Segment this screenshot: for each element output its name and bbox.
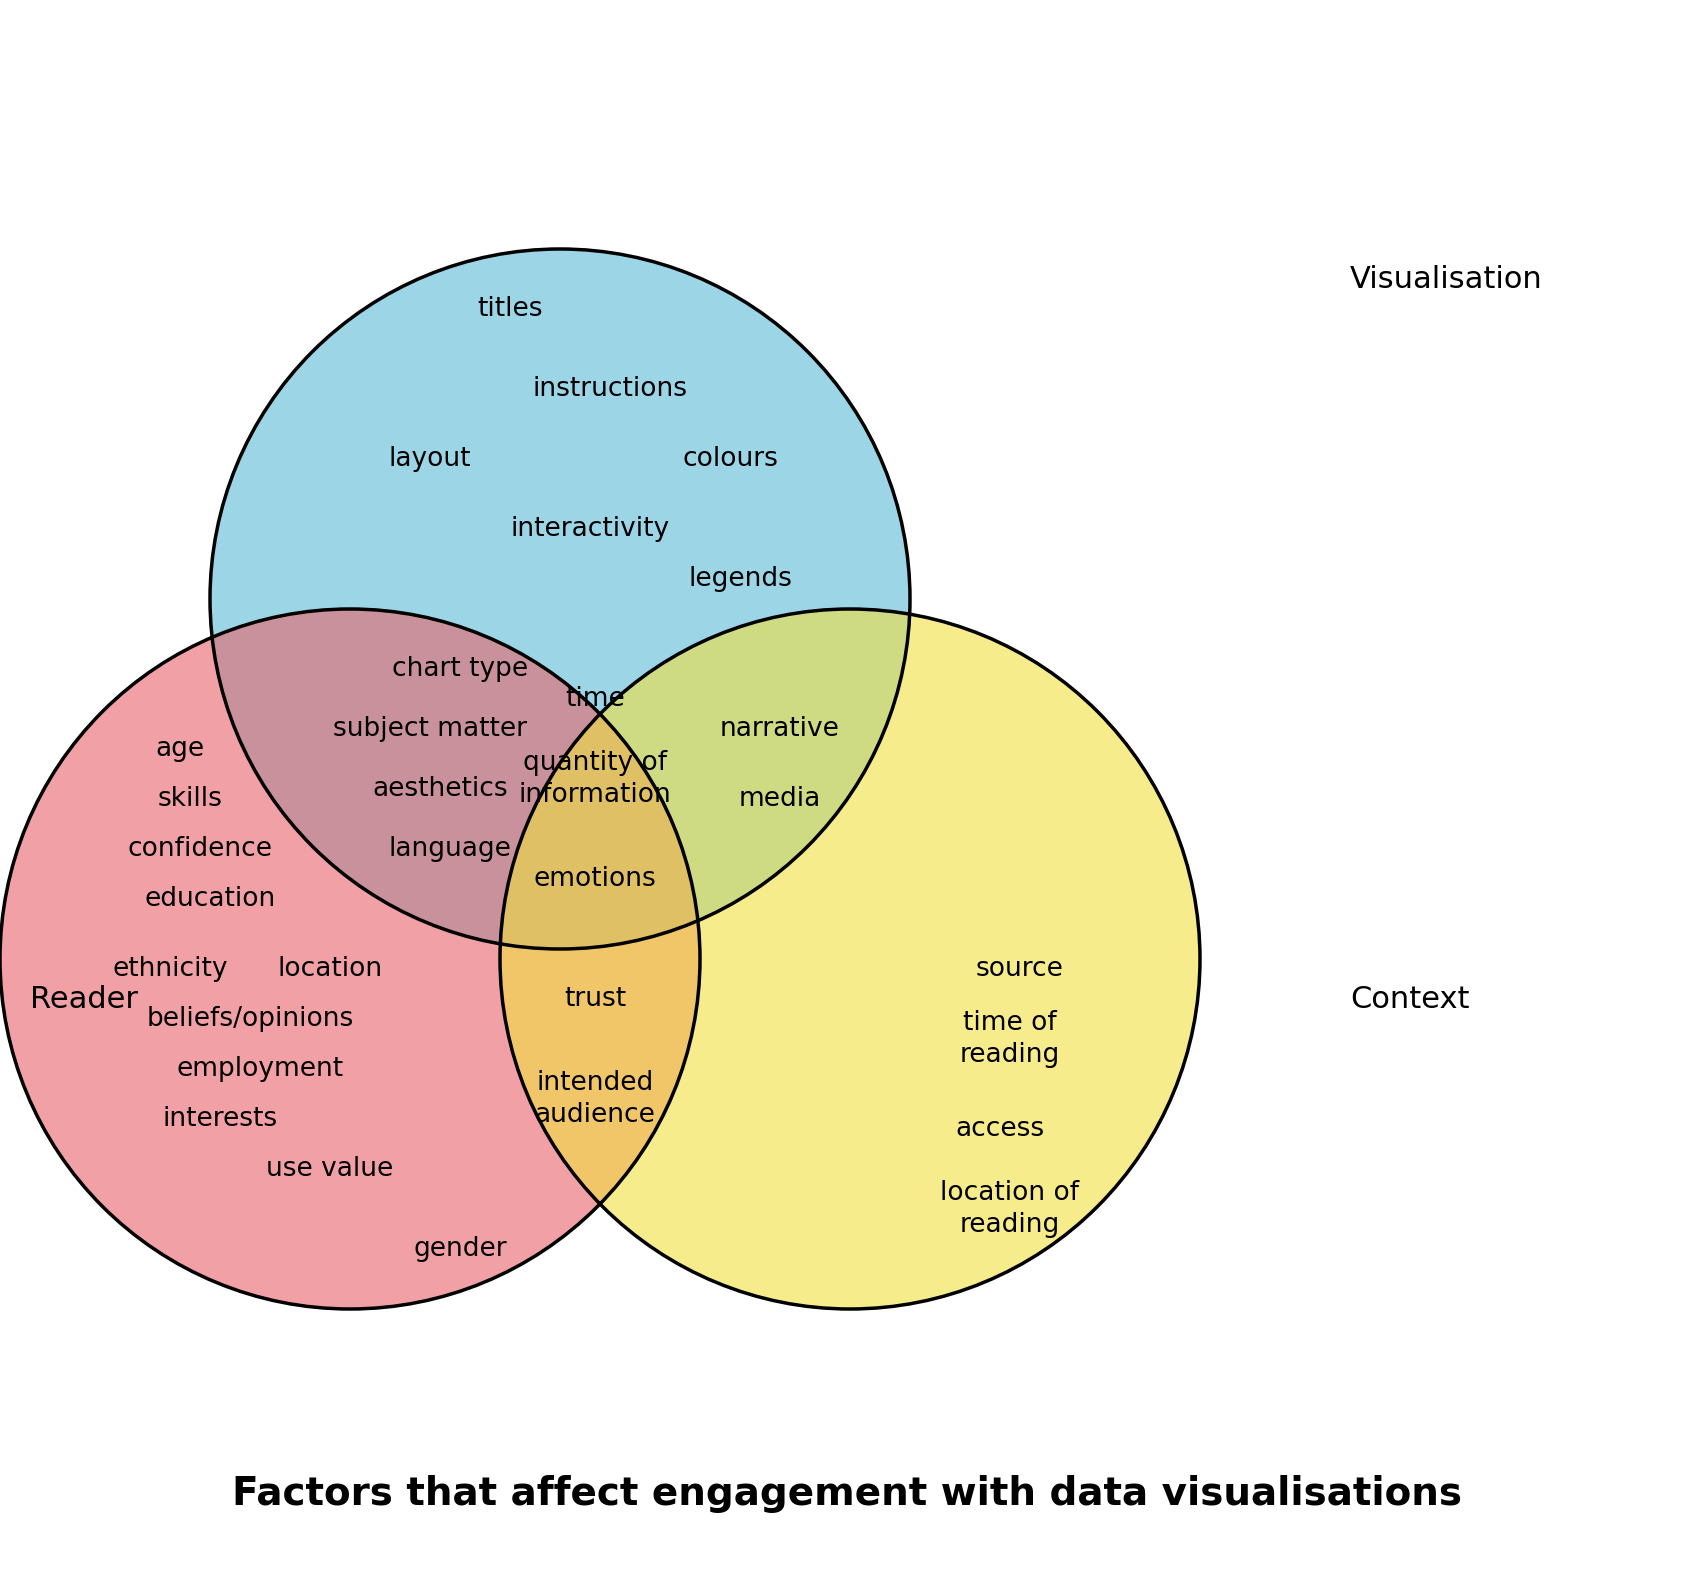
- Text: location: location: [278, 955, 383, 982]
- Text: beliefs/opinions: beliefs/opinions: [146, 1006, 354, 1033]
- Text: Reader: Reader: [30, 984, 137, 1014]
- Text: time of
reading: time of reading: [960, 1011, 1060, 1067]
- Text: aesthetics: aesthetics: [373, 775, 508, 802]
- Circle shape: [500, 609, 1199, 1309]
- Text: intended
audience: intended audience: [535, 1071, 656, 1127]
- Text: employment: employment: [176, 1056, 344, 1082]
- Text: source: source: [976, 955, 1064, 982]
- Text: Factors that affect engagement with data visualisations: Factors that affect engagement with data…: [232, 1475, 1462, 1513]
- Text: colours: colours: [683, 445, 778, 472]
- Text: interactivity: interactivity: [510, 516, 669, 542]
- Text: trust: trust: [564, 985, 627, 1012]
- Text: confidence: confidence: [127, 835, 273, 862]
- Text: quantity of
information: quantity of information: [518, 750, 671, 808]
- Text: legends: legends: [688, 565, 791, 592]
- Text: emotions: emotions: [534, 865, 656, 892]
- Circle shape: [210, 249, 910, 949]
- Text: Visualisation: Visualisation: [1350, 265, 1543, 294]
- Text: narrative: narrative: [720, 715, 840, 742]
- Text: education: education: [144, 886, 276, 913]
- Text: subject matter: subject matter: [334, 715, 527, 742]
- Text: gender: gender: [413, 1236, 507, 1262]
- Text: titles: titles: [478, 295, 542, 322]
- Text: language: language: [388, 835, 512, 862]
- Text: skills: skills: [158, 786, 222, 812]
- Text: interests: interests: [163, 1105, 278, 1132]
- Text: use value: use value: [266, 1156, 393, 1183]
- Circle shape: [0, 609, 700, 1309]
- Text: time: time: [566, 685, 625, 712]
- Text: chart type: chart type: [391, 655, 529, 682]
- Text: access: access: [955, 1116, 1045, 1142]
- Text: location of
reading: location of reading: [940, 1180, 1079, 1238]
- Text: instructions: instructions: [532, 376, 688, 403]
- Text: media: media: [739, 786, 822, 812]
- Text: Context: Context: [1350, 984, 1469, 1014]
- Text: ethnicity: ethnicity: [112, 955, 227, 982]
- Text: layout: layout: [388, 445, 471, 472]
- Text: age: age: [156, 736, 205, 763]
